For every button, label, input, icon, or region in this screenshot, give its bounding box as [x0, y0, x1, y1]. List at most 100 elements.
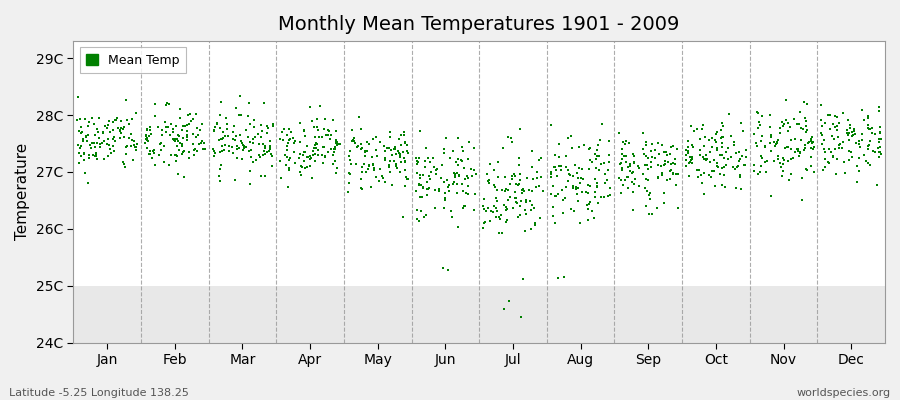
- Point: [216, 129, 230, 135]
- Point: [74, 124, 88, 130]
- Point: [187, 152, 202, 158]
- Point: [758, 143, 772, 149]
- Point: [410, 170, 425, 176]
- Point: [226, 136, 240, 142]
- Point: [173, 115, 187, 122]
- Point: [830, 127, 844, 134]
- Point: [816, 145, 831, 152]
- Point: [436, 146, 451, 152]
- Point: [626, 151, 640, 157]
- Point: [114, 125, 129, 132]
- Point: [310, 141, 324, 147]
- Point: [583, 157, 598, 163]
- Point: [776, 123, 790, 129]
- Point: [380, 144, 394, 151]
- Point: [847, 126, 861, 132]
- Point: [651, 162, 665, 168]
- Point: [76, 136, 91, 142]
- Point: [570, 170, 584, 176]
- Point: [669, 171, 683, 178]
- Point: [679, 146, 693, 153]
- Point: [663, 168, 678, 174]
- Point: [103, 145, 117, 152]
- Point: [74, 130, 88, 136]
- Point: [164, 152, 178, 158]
- Point: [464, 166, 478, 172]
- Point: [522, 186, 536, 193]
- Point: [370, 153, 384, 159]
- Point: [824, 149, 838, 156]
- Point: [681, 160, 696, 167]
- Point: [715, 165, 729, 171]
- Point: [580, 190, 595, 196]
- Point: [504, 134, 518, 141]
- Point: [176, 151, 190, 158]
- Point: [571, 185, 585, 192]
- Point: [310, 124, 325, 130]
- Point: [593, 160, 608, 167]
- Point: [122, 135, 137, 141]
- Point: [695, 180, 709, 187]
- Point: [326, 117, 340, 124]
- Point: [185, 116, 200, 122]
- Point: [128, 144, 142, 151]
- Point: [626, 159, 641, 165]
- Point: [456, 202, 471, 209]
- Point: [841, 117, 855, 124]
- Point: [804, 163, 818, 169]
- Point: [176, 122, 190, 129]
- Point: [196, 140, 211, 146]
- Point: [351, 143, 365, 149]
- Point: [170, 143, 184, 149]
- Point: [682, 159, 697, 166]
- Point: [454, 157, 468, 163]
- Point: [154, 140, 168, 146]
- Point: [293, 162, 308, 169]
- Point: [659, 149, 673, 156]
- Point: [80, 137, 94, 144]
- Point: [355, 140, 369, 147]
- Point: [98, 122, 112, 129]
- Point: [564, 145, 579, 152]
- Point: [508, 199, 523, 206]
- Point: [814, 117, 828, 124]
- Point: [460, 190, 474, 197]
- Point: [341, 189, 356, 196]
- Point: [348, 161, 363, 167]
- Point: [716, 134, 730, 140]
- Point: [376, 142, 391, 149]
- Point: [176, 127, 190, 133]
- Point: [421, 173, 436, 180]
- Point: [491, 187, 505, 193]
- Point: [393, 152, 408, 158]
- Point: [654, 142, 669, 148]
- Point: [806, 168, 821, 175]
- Point: [587, 215, 601, 221]
- Point: [390, 165, 404, 172]
- Point: [305, 175, 320, 181]
- Point: [441, 267, 455, 273]
- Point: [713, 152, 727, 158]
- Point: [503, 181, 517, 188]
- Point: [777, 156, 791, 163]
- Point: [442, 188, 456, 194]
- Point: [709, 160, 724, 166]
- Point: [534, 215, 548, 222]
- Point: [508, 195, 523, 201]
- Point: [233, 138, 248, 145]
- Point: [369, 147, 383, 153]
- Point: [544, 171, 558, 178]
- Point: [448, 174, 463, 180]
- Legend: Mean Temp: Mean Temp: [79, 47, 186, 73]
- Point: [791, 148, 806, 154]
- Point: [764, 148, 778, 154]
- Point: [225, 144, 239, 150]
- Point: [796, 126, 811, 132]
- Point: [680, 148, 695, 154]
- Point: [382, 163, 396, 170]
- Point: [716, 122, 730, 129]
- Point: [513, 177, 527, 183]
- Point: [103, 129, 117, 136]
- Point: [207, 126, 221, 133]
- Point: [590, 200, 605, 206]
